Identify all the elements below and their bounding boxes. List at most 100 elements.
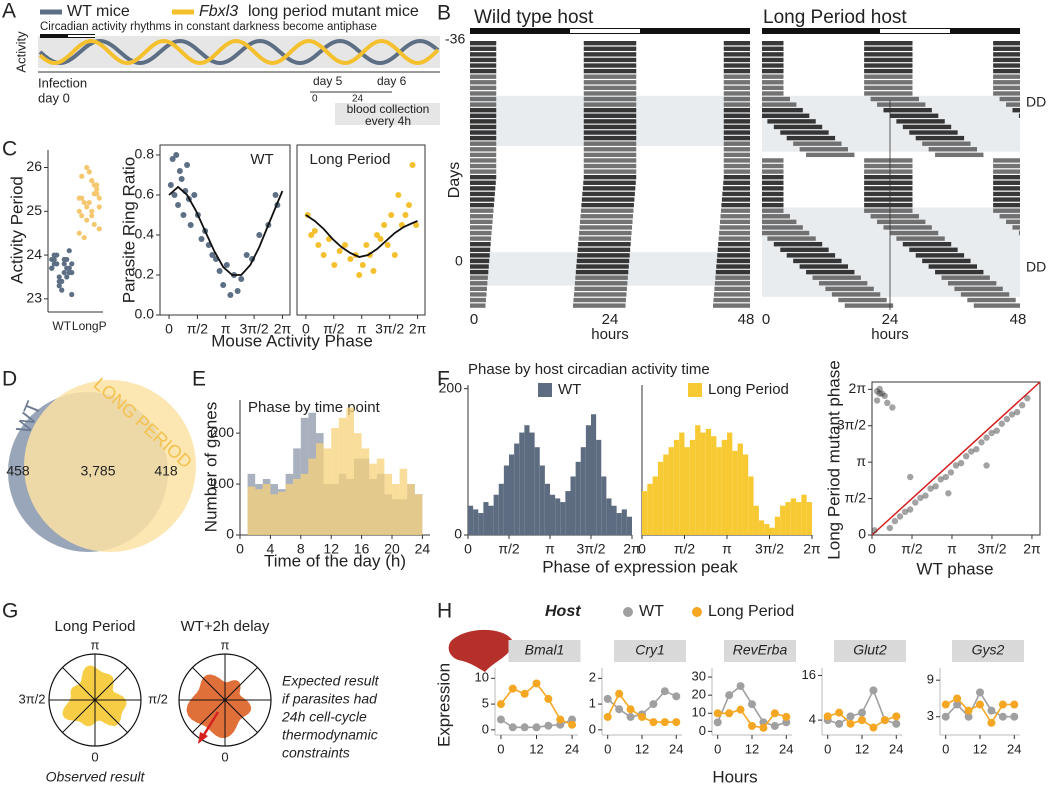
title-box — [724, 640, 796, 662]
activity-block — [762, 191, 784, 197]
bar — [801, 494, 807, 535]
point — [568, 720, 577, 729]
activity-block — [889, 113, 939, 118]
x-tick-label: 24 — [1007, 741, 1021, 756]
activity-block — [793, 141, 842, 146]
point — [272, 192, 279, 198]
point — [736, 705, 745, 714]
bar — [503, 465, 509, 535]
y-tick-label: -36 — [445, 31, 465, 47]
point — [846, 712, 855, 721]
bar — [270, 494, 278, 535]
y-tick-label: 2π — [849, 380, 867, 396]
activity-block — [762, 63, 784, 68]
activity-block — [470, 236, 492, 241]
activity-block — [470, 41, 497, 46]
bar — [524, 425, 530, 535]
activity-block — [870, 214, 919, 219]
x-tick-label: 12 — [635, 741, 649, 756]
value-label: 3,785 — [80, 463, 115, 479]
activity-block — [799, 264, 848, 269]
legend-swatch — [692, 607, 702, 617]
x-tick-label: π/2 — [901, 541, 923, 557]
point — [84, 217, 90, 223]
panel-title: WT+2h delay — [181, 618, 270, 635]
activity-block — [999, 96, 1020, 102]
activity-block — [877, 102, 926, 107]
point — [69, 291, 75, 298]
bar — [764, 524, 770, 535]
x-tick-label: 0 — [604, 741, 611, 756]
point — [320, 252, 327, 258]
activity-block — [577, 247, 631, 252]
activity-block — [864, 41, 913, 46]
activity-block — [762, 52, 784, 57]
activity-block — [583, 108, 637, 113]
y-tick-label: 9 — [927, 672, 934, 687]
x-tick-label: 12 — [855, 741, 869, 756]
point — [532, 723, 541, 732]
activity-block — [723, 124, 750, 130]
activity-block — [583, 52, 637, 57]
liver-icon — [448, 629, 513, 672]
point — [998, 712, 1007, 721]
activity-block — [922, 141, 971, 146]
point — [178, 176, 185, 182]
bar — [657, 461, 664, 535]
chart-title: RevErba — [733, 642, 788, 658]
point — [81, 234, 87, 241]
activity-block — [470, 219, 493, 225]
bar — [695, 425, 701, 535]
x-tick-label: π/2 — [674, 541, 696, 557]
x-tick-label: 4 — [267, 541, 275, 557]
activity-block — [960, 292, 1010, 297]
activity-block — [583, 119, 637, 124]
bar — [300, 473, 309, 535]
activity-block — [915, 253, 965, 258]
activity-block — [864, 180, 913, 185]
point — [520, 723, 529, 732]
activity-block — [470, 208, 494, 213]
activity-block — [902, 242, 952, 247]
annotation: 24 — [352, 94, 364, 105]
point — [96, 204, 102, 210]
panel-label: G — [2, 600, 18, 623]
activity-block — [723, 80, 750, 85]
chart: 0 π/2 π 3π/2 2π Long Period — [296, 144, 427, 337]
bar — [255, 489, 263, 535]
y-tick-label: 0.4 — [135, 226, 155, 242]
activity-block — [583, 163, 637, 169]
activity-block — [864, 68, 913, 74]
activity-block — [762, 91, 784, 96]
activity-block — [864, 91, 913, 96]
point — [649, 718, 658, 727]
activity-block — [844, 303, 894, 308]
activity-block — [583, 158, 637, 163]
y-label: Activity — [13, 31, 28, 73]
rose — [62, 665, 127, 727]
plot-frame — [159, 144, 291, 316]
activity-block — [762, 175, 784, 180]
title-box — [614, 640, 686, 662]
activity-block — [583, 130, 637, 135]
point — [873, 397, 881, 404]
activity-block — [579, 225, 633, 230]
activity-block — [1012, 108, 1020, 113]
x-tick-label: 24 — [889, 741, 903, 756]
point — [94, 191, 100, 197]
activity-block — [762, 57, 784, 63]
point — [962, 452, 970, 460]
panel-label: H — [437, 600, 452, 623]
activity-block — [762, 180, 784, 185]
activity-block — [877, 219, 926, 225]
point — [89, 213, 95, 219]
activity-block — [717, 253, 750, 258]
point — [983, 462, 990, 469]
activity-block — [993, 68, 1020, 74]
point — [94, 186, 100, 193]
y-tick-label: 200 — [439, 379, 463, 395]
activity-block — [470, 163, 497, 169]
point — [402, 212, 409, 218]
